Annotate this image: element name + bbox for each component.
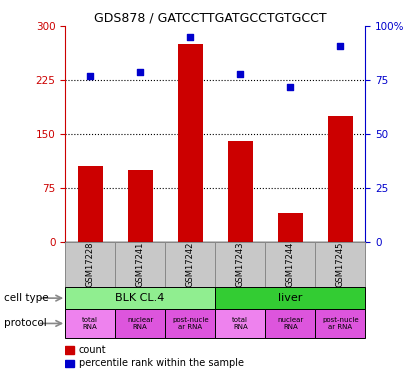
Text: nuclear
RNA: nuclear RNA <box>127 317 153 330</box>
Bar <box>65 287 215 309</box>
Text: post-nucle
ar RNA: post-nucle ar RNA <box>172 317 209 330</box>
Bar <box>315 242 365 287</box>
Text: GDS878 / GATCCTTGATGCCTGTGCCT: GDS878 / GATCCTTGATGCCTGTGCCT <box>94 11 326 24</box>
Bar <box>65 346 73 354</box>
Bar <box>265 242 315 287</box>
Point <box>237 70 244 77</box>
Bar <box>265 309 315 338</box>
Text: count: count <box>79 345 106 355</box>
Text: BLK CL.4: BLK CL.4 <box>116 293 165 303</box>
Bar <box>215 309 265 338</box>
Bar <box>65 309 115 338</box>
Text: cell type: cell type <box>4 293 49 303</box>
Text: total
RNA: total RNA <box>232 317 248 330</box>
Text: GSM17244: GSM17244 <box>286 242 295 287</box>
Bar <box>65 242 115 287</box>
Point <box>187 34 194 40</box>
Text: GSM17241: GSM17241 <box>136 242 144 287</box>
Bar <box>228 141 253 242</box>
Bar <box>128 170 153 242</box>
Point <box>87 73 94 79</box>
Text: liver: liver <box>278 293 302 303</box>
Bar <box>115 309 165 338</box>
Bar <box>328 116 353 242</box>
Text: GSM17242: GSM17242 <box>186 242 195 287</box>
Text: post-nucle
ar RNA: post-nucle ar RNA <box>322 317 359 330</box>
Bar <box>78 166 102 242</box>
Bar <box>215 287 365 309</box>
Text: GSM17243: GSM17243 <box>236 242 245 287</box>
Bar <box>115 242 165 287</box>
Text: nuclear
RNA: nuclear RNA <box>277 317 303 330</box>
Bar <box>278 213 303 242</box>
Bar <box>215 242 265 287</box>
Point <box>337 43 344 49</box>
Bar <box>165 309 215 338</box>
Bar <box>65 360 73 367</box>
Text: protocol: protocol <box>4 318 47 328</box>
Text: percentile rank within the sample: percentile rank within the sample <box>79 358 244 368</box>
Text: GSM17245: GSM17245 <box>336 242 345 287</box>
Bar <box>315 309 365 338</box>
Text: GSM17228: GSM17228 <box>86 242 94 287</box>
Bar <box>165 242 215 287</box>
Text: total
RNA: total RNA <box>82 317 98 330</box>
Point <box>137 69 144 75</box>
Point <box>287 84 294 90</box>
Bar <box>178 44 203 242</box>
